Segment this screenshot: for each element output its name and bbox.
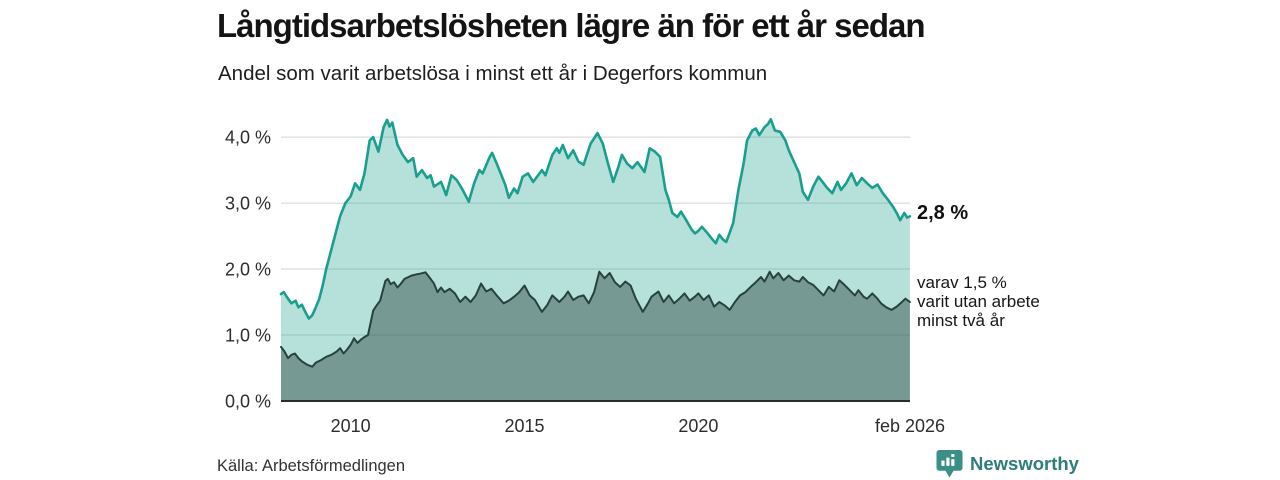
line-2yr xyxy=(280,270,911,368)
latest-value-label: 2,8 % xyxy=(917,202,969,224)
area-1yr xyxy=(281,119,910,402)
x-tick-label: 2010 xyxy=(331,416,371,436)
area-2yr xyxy=(281,271,910,401)
page-title: Långtidsarbetslösheten lägre än för ett … xyxy=(217,7,926,44)
line-1yr xyxy=(279,118,912,320)
brand-name: Newsworthy xyxy=(970,453,1079,474)
secondary-value-label: varav 1,5 % varit utan arbete minst två … xyxy=(917,273,1040,330)
x-tick-label: feb 2026 xyxy=(875,416,945,436)
y-tick-label: 1,0 % xyxy=(225,326,271,346)
page-subtitle: Andel som varit arbetslösa i minst ett å… xyxy=(218,62,768,85)
x-tick-label: 2015 xyxy=(504,416,544,436)
y-tick-label: 2,0 % xyxy=(225,260,271,280)
newsworthy-icon xyxy=(936,449,963,479)
y-tick-label: 0,0 % xyxy=(225,392,271,412)
x-tick-label: 2020 xyxy=(678,416,718,436)
newsworthy-logo[interactable]: Newsworthy xyxy=(936,448,1079,480)
y-tick-label: 3,0 % xyxy=(225,194,271,214)
source-note: Källa: Arbetsförmedlingen xyxy=(217,457,406,475)
y-tick-label: 4,0 % xyxy=(225,128,271,148)
